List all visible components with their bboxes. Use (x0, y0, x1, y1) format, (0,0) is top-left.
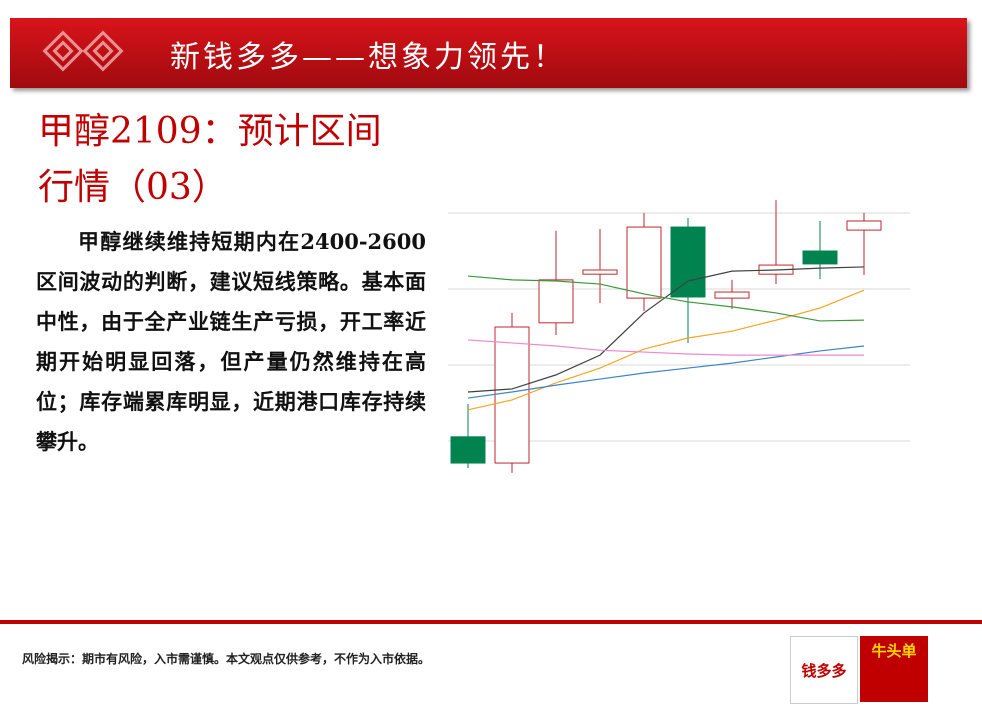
decoration (42, 30, 124, 72)
slide-title: 甲醇2109：预计区间行情（03） (38, 111, 382, 208)
risk-note: 风险揭示：期市有风险，入市需谨慎。本文观点仅供参考，不作为入市依据。 (22, 652, 431, 666)
candle-body (626, 226, 662, 299)
candle-body (714, 291, 750, 299)
logo: 钱多多 (790, 636, 858, 704)
chart (448, 200, 910, 473)
logo: 牛头单 (860, 636, 928, 702)
candle-body (450, 436, 486, 464)
banner-title: 新钱多多——想象力领先！ (170, 40, 566, 75)
candle-body (802, 250, 838, 265)
ma-line (467, 339, 864, 356)
candle-body (582, 269, 618, 275)
banner: 新钱多多——想象力领先！ (10, 18, 967, 88)
candle-body (846, 220, 882, 231)
body-text: 甲醇继续维持短期内在2400-2600区间波动的判断，建议短线策略。基本面中性，… (36, 229, 426, 454)
ma-line (467, 275, 865, 322)
ma-line (467, 345, 865, 399)
divider (0, 620, 982, 624)
candle-body (670, 226, 706, 298)
ma-line (467, 266, 865, 393)
candle-body (538, 279, 574, 324)
ma-line (467, 289, 865, 411)
